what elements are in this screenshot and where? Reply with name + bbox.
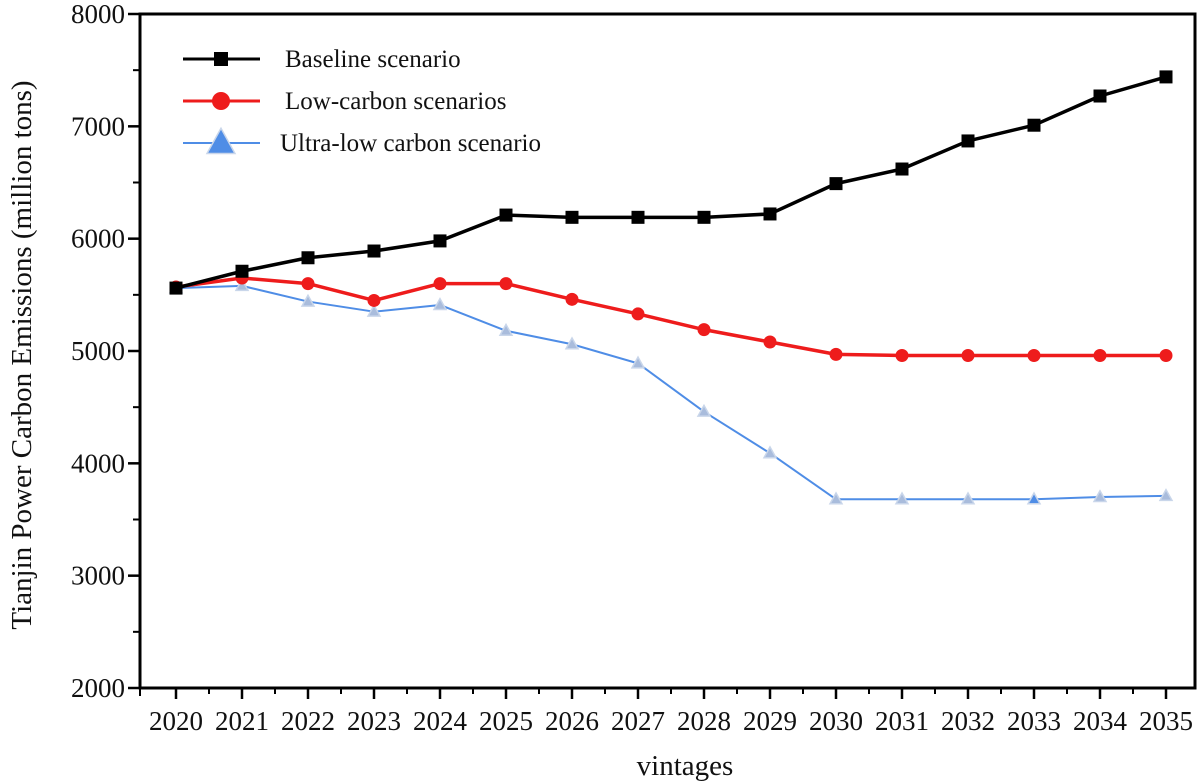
data-point [696, 403, 712, 417]
x-tick-label: 2031 [875, 706, 929, 736]
y-tick-label: 7000 [71, 111, 125, 141]
data-point [498, 322, 514, 337]
x-tick-label: 2027 [611, 706, 665, 736]
data-point [631, 210, 645, 224]
data-point [829, 177, 843, 191]
data-point [433, 234, 447, 248]
data-point [961, 348, 975, 362]
x-tick-label: 2024 [413, 706, 468, 736]
x-tick-label: 2035 [1139, 706, 1193, 736]
x-tick-label: 2020 [149, 706, 203, 736]
series-line [175, 75, 1167, 290]
data-point [1159, 348, 1173, 362]
legend-label: Ultra-low carbon scenario [280, 130, 541, 157]
data-point [565, 210, 579, 224]
y-axis-title: Tianjin Power Carbon Emissions (million … [6, 80, 38, 629]
y-tick-label: 2000 [71, 673, 125, 703]
data-point [631, 307, 645, 321]
data-point [499, 208, 513, 222]
data-point [960, 491, 976, 505]
legend-label: Baseline scenario [285, 46, 461, 73]
data-point [1026, 491, 1042, 505]
x-tick-label: 2025 [479, 706, 533, 736]
x-tick-label: 2021 [215, 706, 269, 736]
data-point [697, 323, 711, 337]
series-baseline-scenario [169, 70, 1173, 295]
y-axis: 2000 3000 4000 5000 6000 7000 8000 [71, 0, 140, 703]
data-point [367, 293, 381, 307]
y-tick-label: 4000 [71, 448, 125, 478]
y-tick-label: 5000 [71, 336, 125, 366]
legend-marker-circle [212, 92, 230, 110]
data-point [828, 491, 844, 505]
data-point [1092, 489, 1108, 503]
data-point [763, 207, 777, 221]
x-tick-label: 2034 [1073, 706, 1128, 736]
data-point [366, 303, 382, 317]
data-point [1093, 348, 1107, 362]
data-point [235, 264, 249, 278]
legend: Baseline scenario Low-carbon scenarios Ult… [183, 46, 541, 157]
data-point [829, 347, 843, 361]
data-point [895, 162, 909, 176]
y-tick-label: 6000 [71, 224, 125, 254]
series-line [175, 276, 1166, 358]
data-point [762, 445, 778, 459]
x-tick-label: 2023 [347, 706, 401, 736]
series-low-carbon-scenarios [169, 271, 1173, 362]
data-point [1027, 348, 1041, 362]
x-tick-label: 2033 [1007, 706, 1061, 736]
data-point [169, 281, 183, 295]
data-point [565, 292, 579, 306]
data-point [1093, 89, 1107, 103]
data-point [300, 293, 316, 307]
x-axis: 2020 2021 2022 2023 2024 2025 2026 2027 2028 2029… [139, 688, 1193, 736]
series-line [175, 284, 1167, 501]
series-layer [168, 70, 1174, 505]
data-point [763, 335, 777, 349]
data-point [697, 210, 711, 224]
legend-marker-square [214, 52, 228, 66]
x-tick-label: 2032 [941, 706, 995, 736]
x-tick-label: 2029 [743, 706, 797, 736]
x-tick-label: 2026 [545, 706, 599, 736]
data-point [564, 336, 580, 350]
legend-label: Low-carbon scenarios [285, 88, 506, 115]
data-point [1027, 118, 1041, 132]
data-point [895, 348, 909, 362]
x-tick-label: 2028 [677, 706, 731, 736]
data-point [894, 491, 910, 505]
data-point [301, 251, 315, 265]
x-axis-title: vintages [637, 750, 734, 781]
series-ultra-low-carbon-scenario [168, 278, 1174, 505]
y-tick-label: 8000 [71, 0, 125, 29]
data-point [1158, 488, 1174, 502]
data-point [630, 355, 646, 369]
y-tick-label: 3000 [71, 561, 125, 591]
data-point [433, 277, 447, 291]
legend-marker-triangle [205, 126, 237, 155]
x-tick-label: 2030 [809, 706, 863, 736]
data-point [301, 277, 315, 291]
data-point [432, 297, 448, 311]
data-point [234, 278, 250, 292]
data-point [499, 277, 513, 291]
data-point [367, 244, 381, 258]
x-tick-label: 2022 [281, 706, 335, 736]
data-point [1159, 70, 1173, 84]
data-point [961, 134, 975, 148]
